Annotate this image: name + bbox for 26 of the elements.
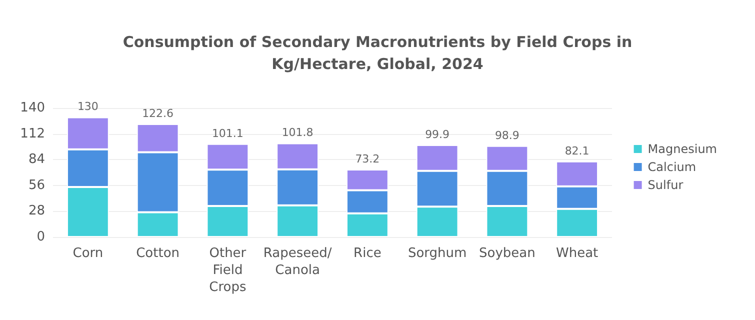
total-label: 122.6 — [142, 107, 174, 120]
x-tick-label: Cotton — [136, 246, 180, 261]
total-label: 130 — [77, 100, 98, 114]
legend-label: Magnesium — [648, 142, 718, 156]
total-label: 101.1 — [212, 126, 244, 140]
y-tick-label: 112 — [20, 126, 45, 142]
y-tick-label: 56 — [28, 178, 45, 193]
y-tick-label: 84 — [28, 152, 45, 168]
y-tick-label: 28 — [28, 204, 45, 219]
legend-label: Sulfur — [648, 178, 684, 192]
total-label: 73.2 — [355, 152, 380, 166]
x-tick-label: Rice — [354, 246, 382, 261]
x-tick-label: Rapeseed/ Canola — [263, 246, 332, 278]
total-label: 99.9 — [425, 128, 450, 141]
x-tick-label: Corn — [72, 246, 104, 261]
total-label: 101.8 — [282, 126, 314, 140]
chart-title: Consumption of Secondary Macronutrients by Field Crops in Kg/Hectare, Global, 2024 — [122, 33, 632, 73]
x-tick-label: Soybean — [479, 246, 536, 261]
total-label: 82.1 — [564, 144, 590, 158]
legend-label: Calcium — [648, 160, 696, 174]
x-tick-label: Sorghum — [408, 246, 467, 261]
y-tick-label: 140 — [20, 100, 45, 116]
total-label: 98.9 — [494, 128, 520, 142]
x-tick-label: Other Field Crops — [209, 246, 247, 295]
x-tick-label: Wheat — [556, 246, 598, 261]
y-tick-label: 0 — [36, 230, 45, 244]
